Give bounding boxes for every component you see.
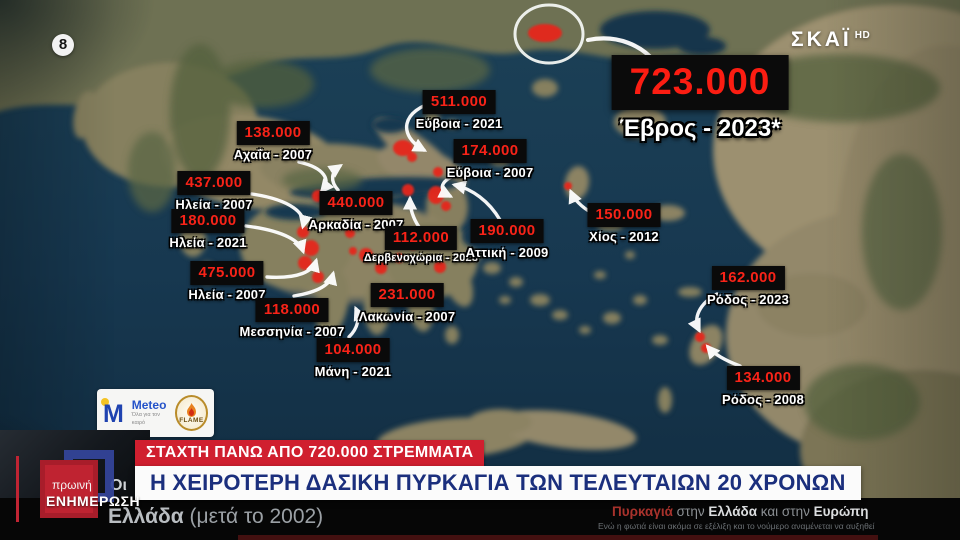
red-accent-line	[16, 456, 19, 522]
slide-title-note: (μετά το 2002)	[189, 505, 324, 528]
show-name-line2: ΕΝΗΜΕΡΩΣΗ	[46, 493, 141, 509]
burned-area-value: 511.000	[422, 90, 496, 114]
flame-icon	[186, 402, 196, 417]
burned-area-value: 134.000	[726, 366, 800, 390]
fire-label: 162.000 Ρόδος - 2023	[707, 266, 789, 307]
hd-badge: HD	[854, 30, 871, 41]
fire-label: 511.000 Εύβοια - 2021	[416, 90, 503, 131]
burned-area-value: 138.000	[236, 121, 310, 145]
fire-label-evros: 723.000 Έβρος - 2023*	[611, 55, 789, 143]
burned-area-value: 440.000	[319, 191, 393, 215]
caption-word-bold: Ελλάδα	[708, 504, 758, 519]
fire-place-year: Δερβενοχώρια - 2023	[363, 252, 479, 264]
lower-third-red-strip	[238, 535, 878, 540]
fire-label: 231.000 Λακωνία - 2007	[359, 283, 456, 324]
kicker-banner: ΣΤΑΧΤΗ ΠΑΝΩ ΑΠΟ 720.000 ΣΤΡΕΜΜΑΤΑ	[135, 440, 485, 466]
caption-word: και στην	[760, 504, 810, 519]
burned-area-value: 190.000	[470, 219, 544, 243]
fire-label: 104.000 Μάνη - 2021	[315, 338, 392, 379]
fire-label: 118.000 Μεσσηνία - 2007	[239, 298, 344, 339]
fire-place-year: Αχαΐα - 2007	[233, 147, 313, 162]
fire-label: 112.000 Δερβενοχώρια - 2023	[364, 226, 478, 264]
meteo-initial: M	[103, 400, 124, 428]
skai-logo: ΣΚΑΪ HD	[791, 28, 870, 52]
channel-number-badge: 8	[52, 34, 74, 56]
fire-label: 174.000 Εύβοια - 2007	[447, 139, 534, 180]
fire-place-year: Εύβοια - 2007	[446, 165, 534, 180]
show-logo: πρωινή ΕΝΗΜΕΡΩΣΗ	[0, 444, 160, 540]
caption-word-red: Πυρκαγιά	[612, 504, 673, 519]
fire-place-year: Ρόδος - 2008	[721, 392, 805, 407]
fire-label: 437.000 Ηλεία - 2007	[175, 171, 252, 212]
fire-place-year: Ηλεία - 2021	[169, 235, 247, 250]
caption-word-bold: Ευρώπη	[813, 504, 869, 519]
background-slide-subcaption: Ενώ η φωτιά είναι ακόμα σε εξέλιξη και τ…	[598, 521, 875, 531]
fire-place-year: Αττική - 2009	[465, 245, 549, 260]
burned-area-value: 118.000	[255, 298, 329, 322]
burned-area-value: 475.000	[190, 261, 264, 285]
fire-place-year: Εύβοια - 2021	[415, 116, 503, 131]
fire-place-year: Έβρος - 2023*	[619, 115, 781, 142]
burned-area-value: 437.000	[177, 171, 251, 195]
caption-word: στην	[676, 504, 705, 519]
fire-label: 190.000 Αττική - 2009	[466, 219, 549, 260]
meteo-tagline: Όλα για τον καιρό	[131, 412, 160, 426]
fire-place-year: Μεσσηνία - 2007	[239, 324, 345, 339]
fire-label: 475.000 Ηλεία - 2007	[188, 261, 265, 302]
burned-area-value: 104.000	[316, 338, 390, 362]
meteo-logo-icon: M	[101, 398, 127, 428]
burned-area-value: 112.000	[384, 226, 458, 250]
meteo-name: Meteo	[131, 398, 167, 413]
fire-label: 150.000 Χίος - 2012	[587, 203, 661, 244]
brand-name: ΣΚΑΪ	[791, 28, 852, 51]
fire-place-year: Λακωνία - 2007	[358, 309, 456, 324]
fire-place-year: Μάνη - 2021	[314, 364, 392, 379]
burned-area-value: 231.000	[370, 283, 444, 307]
background-slide-caption: Πυρκαγιά στην Ελλάδα και στην Ευρώπη	[612, 504, 868, 519]
burned-area-value: 162.000	[711, 266, 785, 290]
flame-name: FLAME	[179, 416, 204, 424]
fire-place-year: Χίος - 2012	[589, 229, 659, 244]
burned-area-value: 174.000	[453, 139, 527, 163]
burned-area-value: 150.000	[587, 203, 661, 227]
fire-label: 138.000 Αχαΐα - 2007	[234, 121, 312, 162]
burned-area-value: 180.000	[171, 209, 245, 233]
show-name-line1: πρωινή	[52, 478, 92, 492]
fire-label: 180.000 Ηλεία - 2021	[169, 209, 246, 250]
fire-place-year: Ρόδος - 2023	[706, 292, 790, 307]
headline-banner: Η ΧΕΙΡΟΤΕΡΗ ΔΑΣΙΚΗ ΠΥΡΚΑΓΙΑ ΤΩΝ ΤΕΛΕΥΤΑΙ…	[135, 466, 861, 500]
burned-area-value: 723.000	[611, 55, 789, 110]
flame-logo: FLAME	[174, 395, 208, 431]
fire-label: 134.000 Ρόδος - 2008	[722, 366, 804, 407]
